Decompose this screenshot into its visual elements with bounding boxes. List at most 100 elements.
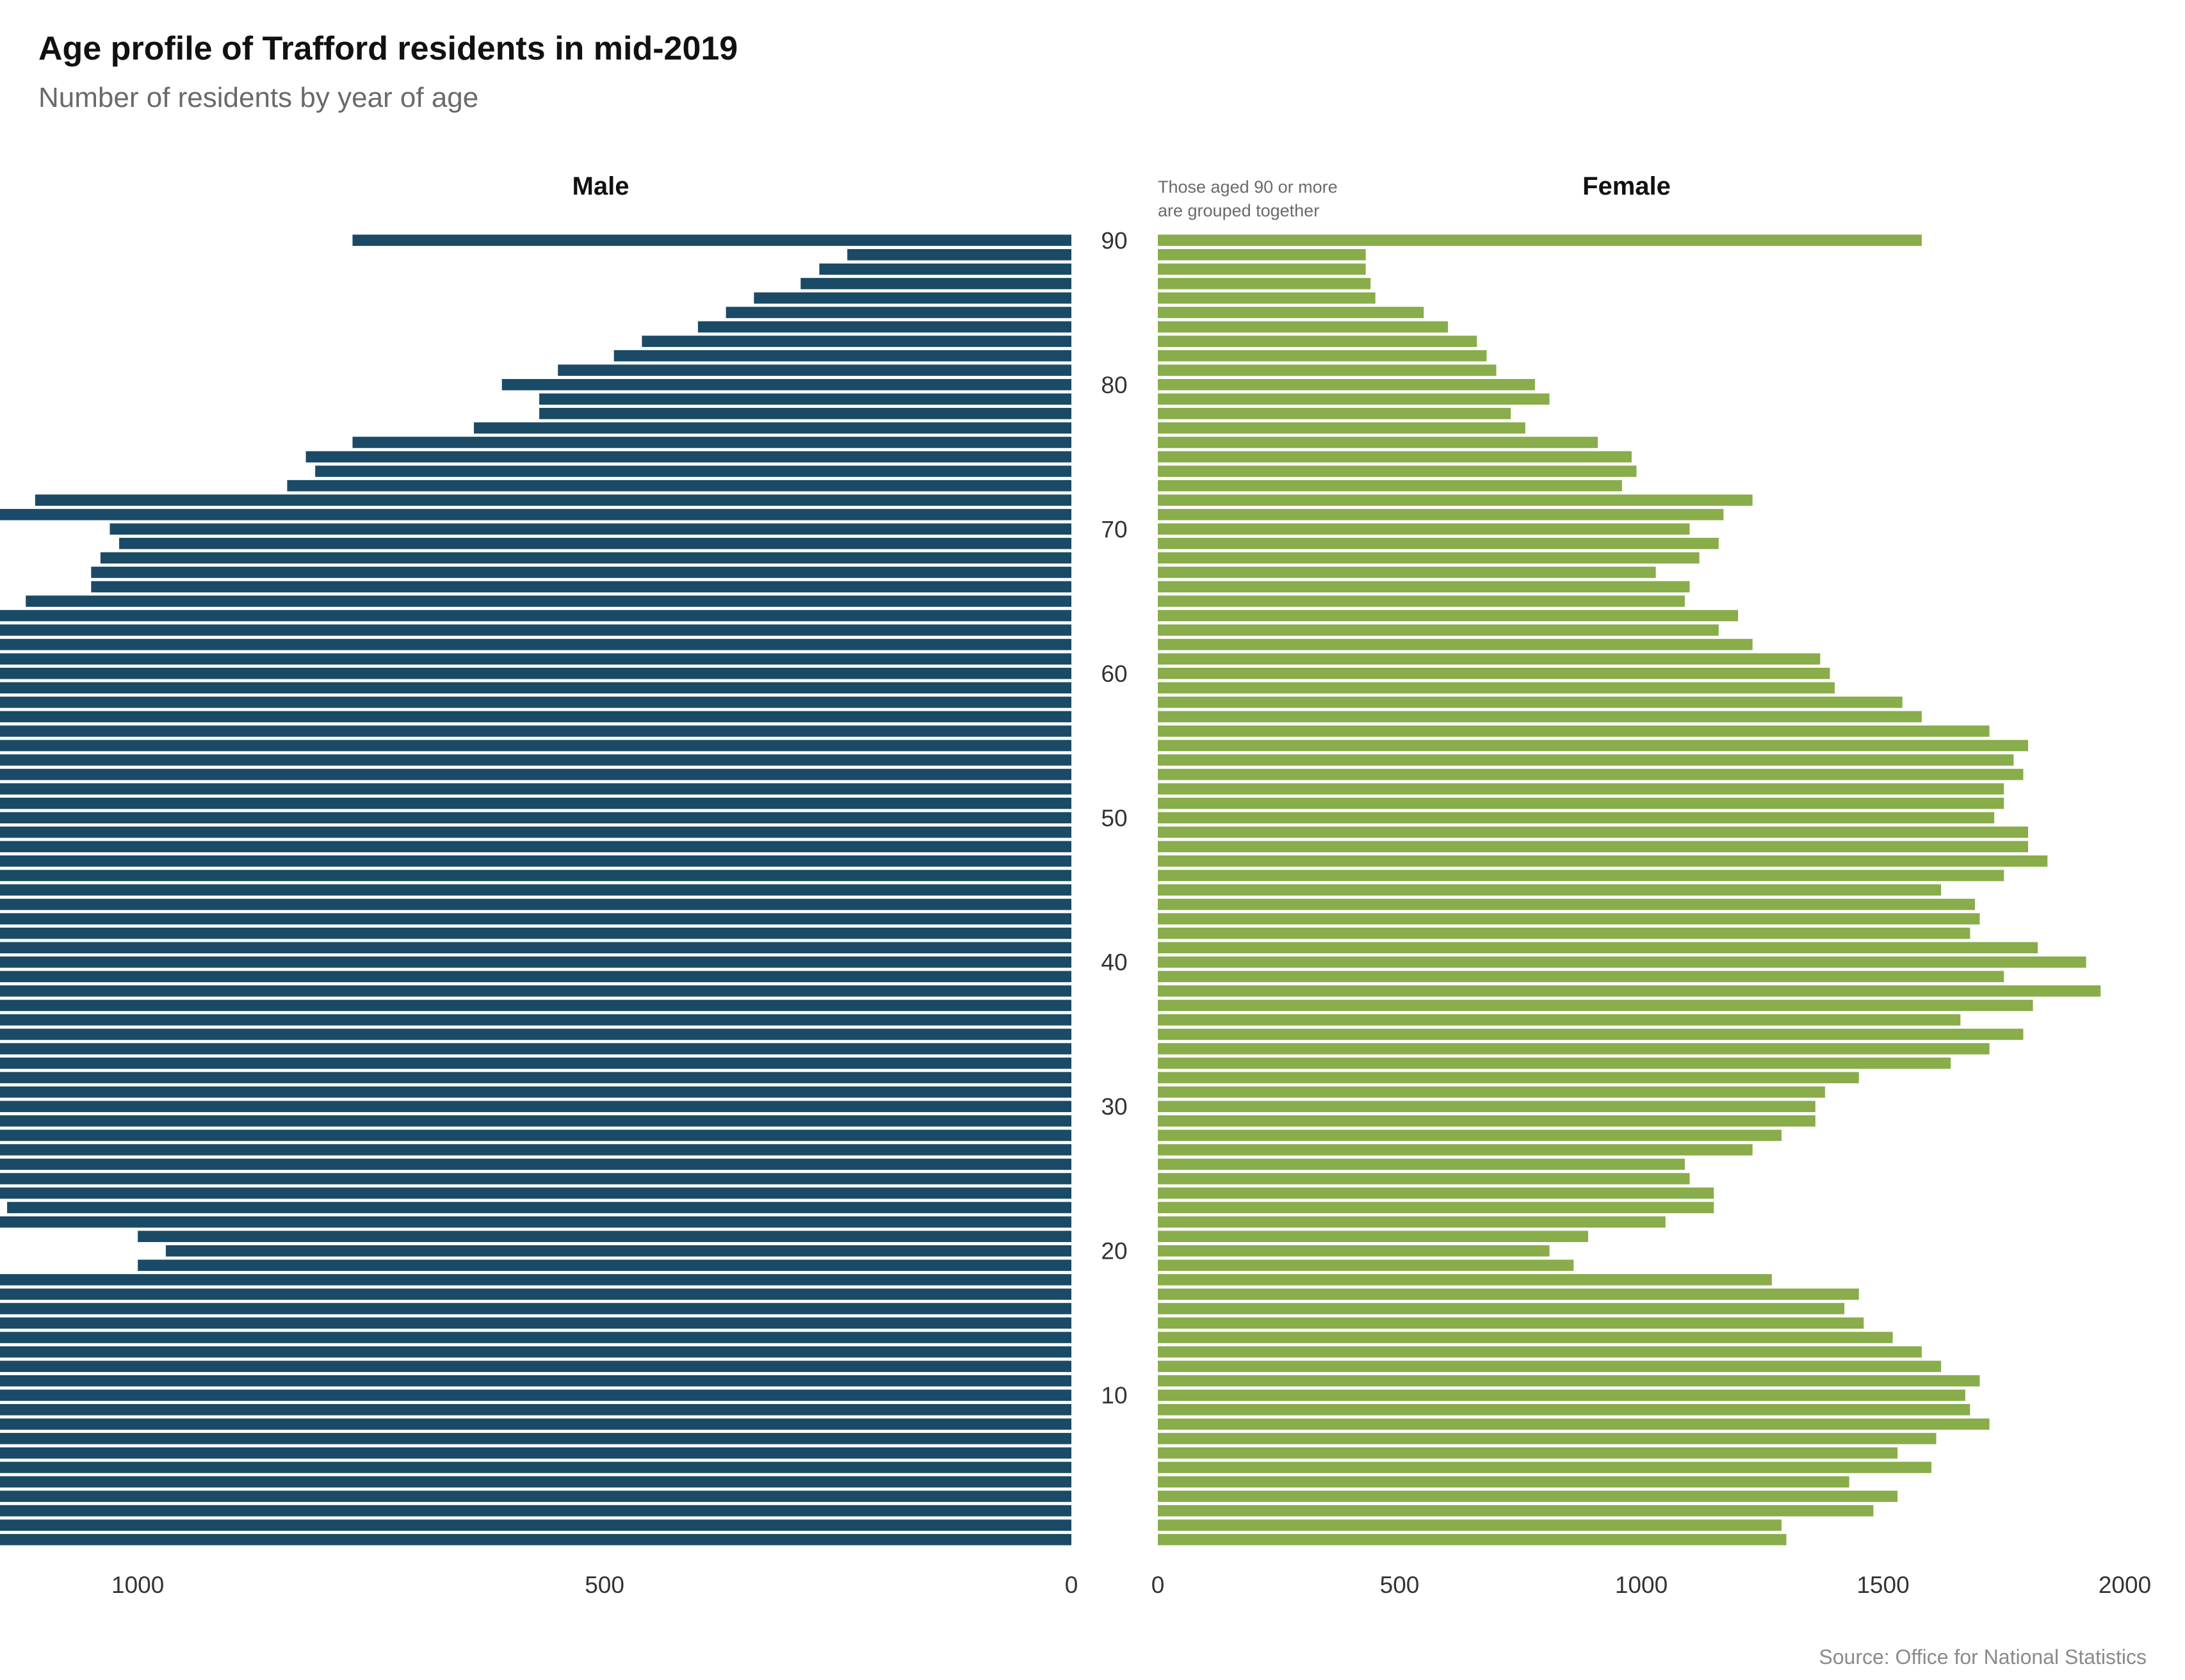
female-bar-age-5 <box>1158 1462 1931 1473</box>
male-bar-age-52 <box>0 783 1072 795</box>
female-bar-age-75 <box>1158 451 1632 463</box>
male-bar-age-73 <box>287 480 1071 492</box>
age-label-40: 40 <box>1101 949 1127 976</box>
female-bar-age-66 <box>1158 581 1690 593</box>
male-bar-age-8 <box>0 1418 1072 1430</box>
female-bar-age-82 <box>1158 350 1487 362</box>
female-bar-age-58 <box>1158 697 1903 708</box>
female-bar-age-79 <box>1158 393 1550 405</box>
male-panel-title: Male <box>573 172 630 200</box>
male-bar-age-28 <box>0 1129 1072 1142</box>
male-bar-age-74 <box>315 465 1071 477</box>
male-bar-age-77 <box>474 422 1071 434</box>
female-bar-age-64 <box>1158 610 1738 622</box>
male-bars <box>0 234 1072 1546</box>
chart-title: Age profile of Trafford residents in mid… <box>38 30 738 67</box>
female-bar-age-59 <box>1158 682 1835 694</box>
female-tick-500: 500 <box>1380 1572 1420 1598</box>
female-bar-age-86 <box>1158 292 1376 304</box>
female-bar-age-78 <box>1158 408 1511 419</box>
female-bar-age-26 <box>1158 1158 1685 1170</box>
male-bar-age-89 <box>847 249 1071 261</box>
male-bar-age-7 <box>0 1433 1072 1444</box>
female-bar-age-62 <box>1158 638 1753 650</box>
female-bar-age-43 <box>1158 913 1980 925</box>
male-bar-age-41 <box>0 942 1072 953</box>
male-bar-age-80 <box>501 378 1071 391</box>
female-bar-age-65 <box>1158 595 1685 607</box>
female-bar-age-83 <box>1158 335 1477 347</box>
male-bar-age-19 <box>138 1259 1072 1272</box>
age-axis: 10 20 30 40 50 60 70 80 90 <box>1101 227 1127 1409</box>
female-bar-age-45 <box>1158 884 1942 896</box>
male-bar-age-23 <box>7 1202 1071 1213</box>
female-bar-age-32 <box>1158 1072 1859 1083</box>
male-bar-age-42 <box>0 927 1072 939</box>
female-bar-age-24 <box>1158 1187 1714 1199</box>
male-bar-age-49 <box>0 827 1072 838</box>
male-bar-age-12 <box>0 1361 1072 1372</box>
male-bar-age-30 <box>0 1101 1072 1113</box>
male-bar-age-0 <box>0 1533 1072 1546</box>
male-bar-age-22 <box>0 1216 1071 1228</box>
female-bar-age-48 <box>1158 841 2028 853</box>
male-bar-age-13 <box>0 1346 1071 1358</box>
male-bar-age-71 <box>0 508 1071 521</box>
male-bar-age-3 <box>0 1490 1072 1502</box>
female-bar-age-15 <box>1158 1317 1864 1329</box>
male-bar-age-35 <box>0 1028 1072 1040</box>
male-bar-age-57 <box>0 711 1072 723</box>
male-bar-age-67 <box>91 567 1071 578</box>
female-tick-1000: 1000 <box>1615 1572 1668 1598</box>
female-bar-age-31 <box>1158 1086 1825 1098</box>
male-bar-age-38 <box>0 985 1072 997</box>
male-bar-age-2 <box>0 1505 1071 1517</box>
note-line-2: are grouped together <box>1158 201 1319 220</box>
female-bar-age-67 <box>1158 567 1656 578</box>
female-bar-age-39 <box>1158 971 2004 983</box>
male-bar-age-90 <box>352 234 1071 246</box>
female-bar-age-81 <box>1158 364 1497 376</box>
female-bar-age-0 <box>1158 1533 1787 1546</box>
male-bar-age-86 <box>754 292 1071 304</box>
male-bar-age-17 <box>0 1288 1071 1300</box>
male-bar-age-83 <box>642 335 1071 347</box>
male-bar-age-16 <box>0 1303 1072 1314</box>
male-bar-age-68 <box>100 552 1072 564</box>
male-bar-age-56 <box>0 725 1071 737</box>
male-bar-age-27 <box>0 1144 1072 1156</box>
female-bar-age-63 <box>1158 624 1719 636</box>
male-bar-age-54 <box>0 754 1071 766</box>
female-bar-age-40 <box>1158 956 2086 968</box>
female-bar-age-57 <box>1158 711 1922 723</box>
male-bar-age-29 <box>0 1115 1071 1127</box>
female-bar-age-7 <box>1158 1433 1937 1444</box>
female-bar-age-38 <box>1158 985 2101 997</box>
female-bar-age-18 <box>1158 1274 1772 1286</box>
female-bar-age-68 <box>1158 552 1700 564</box>
male-bar-age-82 <box>613 350 1071 362</box>
chart-subtitle: Number of residents by year of age <box>38 82 479 113</box>
male-bar-age-32 <box>0 1072 1072 1083</box>
female-bar-age-74 <box>1158 465 1637 477</box>
male-bar-age-21 <box>138 1231 1072 1242</box>
age-label-60: 60 <box>1101 661 1127 687</box>
female-bar-age-89 <box>1158 249 1366 261</box>
age-label-90: 90 <box>1101 227 1127 254</box>
female-bar-age-71 <box>1158 508 1724 521</box>
female-bar-age-54 <box>1158 754 2014 766</box>
male-bar-age-4 <box>0 1476 1072 1488</box>
female-bar-age-44 <box>1158 898 1975 910</box>
female-panel-title: Female <box>1582 172 1671 200</box>
female-bar-age-60 <box>1158 667 1830 679</box>
female-bar-age-27 <box>1158 1144 1753 1156</box>
female-bar-age-85 <box>1158 307 1424 318</box>
male-tick-0: 0 <box>1065 1572 1078 1598</box>
male-bar-age-40 <box>0 956 1071 968</box>
female-bar-age-12 <box>1158 1361 1942 1372</box>
female-bar-age-90 <box>1158 234 1922 246</box>
male-bar-age-45 <box>0 884 1071 896</box>
female-bar-age-36 <box>1158 1014 1961 1026</box>
male-bar-age-61 <box>0 653 1072 665</box>
